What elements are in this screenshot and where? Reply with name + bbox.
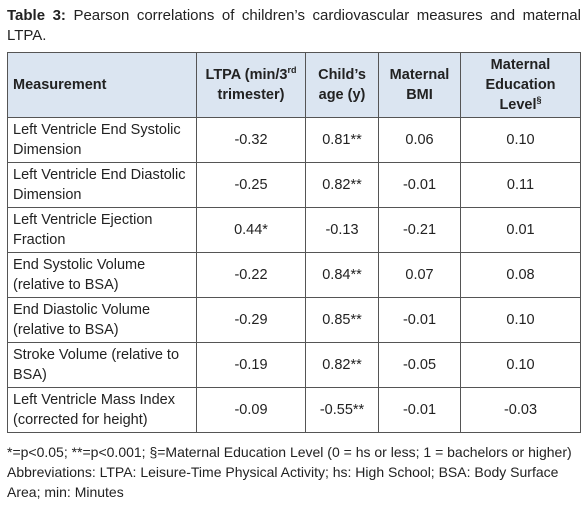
table-cell: -0.01 bbox=[378, 162, 461, 208]
header-text: Maternal Education Level bbox=[485, 57, 556, 113]
table-cell: 0.82** bbox=[305, 342, 379, 388]
header-superscript: § bbox=[536, 95, 542, 105]
table-body: Left Ventricle End Systolic Dimension -0.… bbox=[7, 117, 581, 433]
table-row: End Systolic Volume (relative to BSA) -0.… bbox=[7, 252, 581, 298]
table-row: Stroke Volume (relative to BSA) -0.19 0.82… bbox=[7, 342, 581, 388]
row-label: Left Ventricle End Diastolic Dimension bbox=[7, 162, 197, 208]
header-superscript: rd bbox=[287, 65, 297, 75]
table-cell: 0.01 bbox=[460, 207, 581, 253]
table-row: End Diastolic Volume (relative to BSA) -0… bbox=[7, 297, 581, 343]
table-cell: -0.01 bbox=[378, 387, 461, 433]
table-row: Left Ventricle End Diastolic Dimension -0… bbox=[7, 162, 581, 208]
caption-text: Pearson correlations of children’s cardi… bbox=[7, 7, 581, 44]
table: Measurement LTPA (min/3rd trimester) Child… bbox=[7, 52, 581, 433]
table-row: Left Ventricle Mass Index (corrected for… bbox=[7, 387, 581, 433]
row-label: Left Ventricle Ejection Fraction bbox=[7, 207, 197, 253]
table-cell: -0.22 bbox=[196, 252, 306, 298]
table-cell: 0.84** bbox=[305, 252, 379, 298]
table-row: Left Ventricle Ejection Fraction 0.44* -0.… bbox=[7, 207, 581, 253]
table-cell: 0.08 bbox=[460, 252, 581, 298]
header-cell: Child’s age (y) bbox=[305, 52, 379, 118]
row-label: Stroke Volume (relative to BSA) bbox=[7, 342, 197, 388]
caption-label: Table 3: bbox=[7, 7, 66, 24]
row-label: End Diastolic Volume (relative to BSA) bbox=[7, 297, 197, 343]
table-cell: 0.82** bbox=[305, 162, 379, 208]
table-cell: 0.11 bbox=[460, 162, 581, 208]
header-text: trimester) bbox=[217, 87, 285, 103]
table-cell: -0.13 bbox=[305, 207, 379, 253]
table-cell: 0.85** bbox=[305, 297, 379, 343]
header-row: Measurement LTPA (min/3rd trimester) Child… bbox=[7, 52, 581, 118]
table-cell: -0.09 bbox=[196, 387, 306, 433]
table-cell: -0.03 bbox=[460, 387, 581, 433]
table-cell: -0.01 bbox=[378, 297, 461, 343]
header-cell: Measurement bbox=[7, 52, 197, 118]
table-cell: 0.10 bbox=[460, 342, 581, 388]
table-cell: -0.29 bbox=[196, 297, 306, 343]
row-label: Left Ventricle End Systolic Dimension bbox=[7, 117, 197, 163]
table-cell: 0.07 bbox=[378, 252, 461, 298]
header-cell: LTPA (min/3rd trimester) bbox=[196, 52, 306, 118]
footnote: *=p<0.05; **=p<0.001; §=Maternal Educati… bbox=[7, 444, 572, 500]
table-cell: 0.81** bbox=[305, 117, 379, 163]
caption: Table 3: Pearson correlations of childre… bbox=[7, 6, 581, 46]
table-cell: 0.10 bbox=[460, 117, 581, 163]
row-label: End Systolic Volume (relative to BSA) bbox=[7, 252, 197, 298]
table-cell: -0.21 bbox=[378, 207, 461, 253]
table-cell: -0.25 bbox=[196, 162, 306, 208]
table-cell: 0.06 bbox=[378, 117, 461, 163]
header-cell: Maternal BMI bbox=[378, 52, 461, 118]
table-cell: -0.05 bbox=[378, 342, 461, 388]
header-text: LTPA (min/3 bbox=[205, 67, 288, 83]
row-label: Left Ventricle Mass Index (corrected for… bbox=[7, 387, 197, 433]
table-cell: -0.55** bbox=[305, 387, 379, 433]
table-cell: 0.10 bbox=[460, 297, 581, 343]
header-cell: Maternal Education Level§ bbox=[460, 52, 581, 118]
table-cell: 0.44* bbox=[196, 207, 306, 253]
table-cell: -0.19 bbox=[196, 342, 306, 388]
table-cell: -0.32 bbox=[196, 117, 306, 163]
table-row: Left Ventricle End Systolic Dimension -0.… bbox=[7, 117, 581, 163]
